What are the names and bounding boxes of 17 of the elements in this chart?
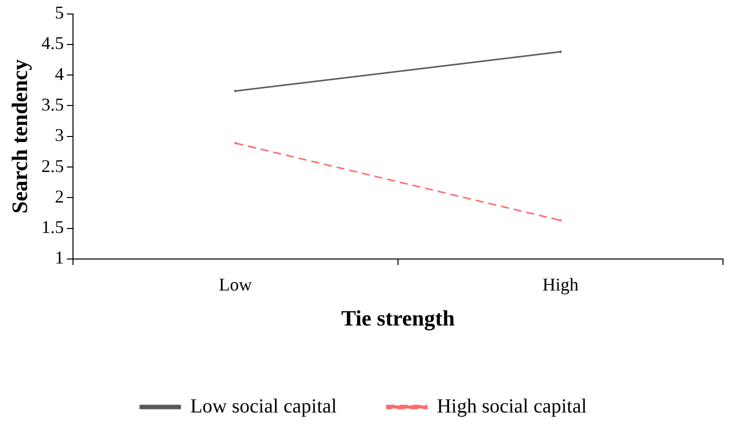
legend-label: Low social capital: [190, 395, 338, 418]
y-tick-label: 4: [54, 64, 64, 84]
x-tick-label: High: [542, 274, 578, 295]
y-tick-label: 2: [54, 186, 64, 206]
y-tick-label: 3: [54, 125, 64, 146]
y-tick-label: 4.5: [41, 33, 64, 54]
point: [234, 90, 237, 93]
point: [558, 50, 562, 54]
y-tick-label: 2.5: [41, 156, 64, 176]
y-tick-label: 5: [54, 2, 64, 23]
y-tick-label: 1.5: [41, 217, 64, 238]
x-axis-title: Tie strength: [341, 305, 455, 330]
y-tick-label: 1: [54, 248, 64, 268]
x-tick-label: Low: [218, 274, 252, 295]
legend-label: High social capital: [436, 395, 588, 418]
y-tick-label: 3.5: [41, 94, 64, 114]
y-axis-title: Search tendency: [6, 59, 32, 214]
